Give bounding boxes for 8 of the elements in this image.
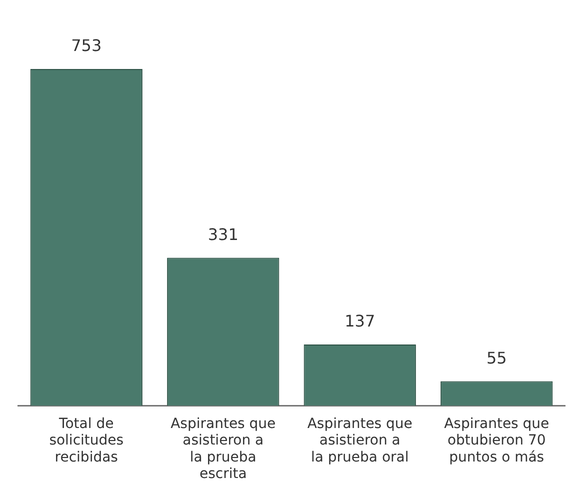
data-label: 331 [208,224,238,244]
data-label: 137 [344,312,376,331]
x-tick-label: Aspirantes que asistieron a la prueba oral [307,416,412,466]
x-tick-label: Aspirantes que asistieron a la prueba escrita [170,416,276,482]
x-tick-label: Aspirantes que obtubieron 70 puntos o más [444,416,550,466]
data-label: 55 [486,348,507,368]
x-tick-label: Total de solicitudes recibidas [49,416,124,466]
data-label: 753 [71,36,102,56]
